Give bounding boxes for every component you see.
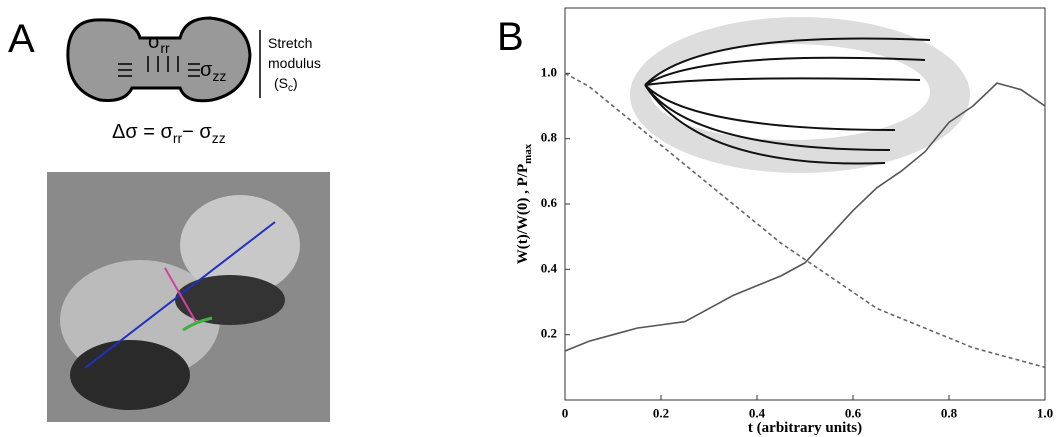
y-tick-label: 0.2 xyxy=(541,326,557,341)
panel-label: B xyxy=(497,15,524,59)
y-tick-label: 1.0 xyxy=(541,64,557,79)
stress-arrows xyxy=(118,30,261,98)
stretch-label: (Sc) xyxy=(274,75,298,94)
equation: Δσ = σrr− σzz xyxy=(112,121,226,146)
micrograph xyxy=(47,172,330,422)
x-axis-label: t (arbitrary units) xyxy=(748,420,862,436)
cell-shape xyxy=(66,16,252,103)
sigma-rr: σrr xyxy=(148,31,170,56)
series-line xyxy=(564,82,1046,352)
series-line xyxy=(564,72,1046,369)
y-tick-label: 0.4 xyxy=(541,260,558,275)
ring-inset xyxy=(630,17,970,173)
x-tick-label: 0.8 xyxy=(941,406,958,421)
y-tick-label: 0.6 xyxy=(541,195,558,210)
y-tick-label: 0.8 xyxy=(541,130,558,145)
stretch-label: Stretch xyxy=(268,35,312,51)
x-tick-label: 0.6 xyxy=(845,406,862,421)
x-tick-label: 0.4 xyxy=(749,406,766,421)
y-axis-label: W(t)/W(0) , P/Pmax xyxy=(515,143,534,264)
x-tick-label: 0.2 xyxy=(653,406,669,421)
stretch-label: modulus xyxy=(268,55,321,71)
sigma-zz: σzz xyxy=(200,59,226,84)
panel-label: A xyxy=(8,17,35,61)
x-tick-label: 0 xyxy=(562,406,569,421)
x-tick-label: 1.0 xyxy=(1037,406,1053,421)
